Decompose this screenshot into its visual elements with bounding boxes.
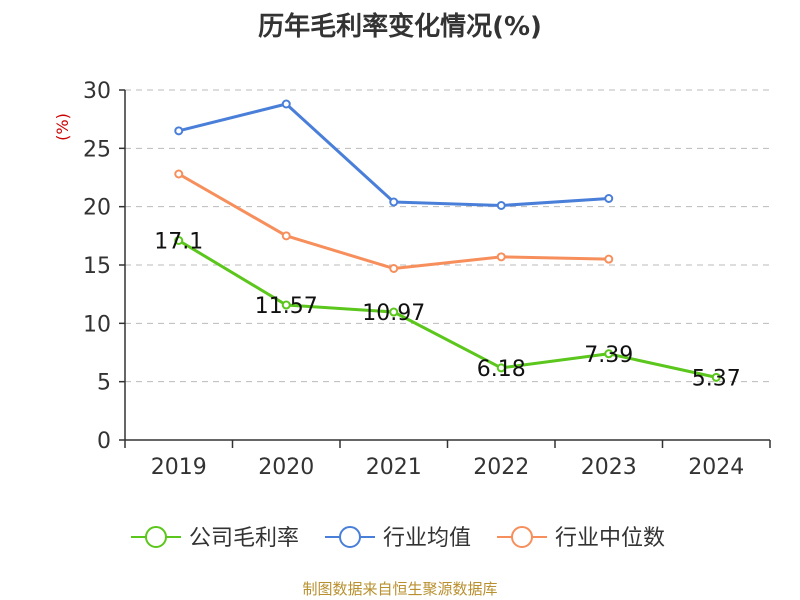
data-point[interactable] (604, 194, 614, 203)
x-tick-label: 2019 (151, 455, 207, 480)
data-point[interactable] (281, 300, 291, 310)
series-line (178, 102, 609, 207)
data-point[interactable] (174, 236, 184, 245)
y-tick-label: 30 (83, 79, 111, 104)
legend-item-3[interactable]: 行业中位数 (497, 526, 665, 551)
legend[interactable]: 公司毛利率 行业均值 行业中位数 (131, 526, 665, 551)
data-label: 7.39 (584, 343, 633, 368)
data-label: 5.37 (692, 366, 741, 391)
data-point[interactable] (496, 201, 506, 210)
x-tick-label: 2024 (688, 455, 744, 480)
x-tick-label: 2023 (581, 455, 637, 480)
legend-marker (145, 526, 167, 548)
legend-label: 行业均值 (383, 526, 471, 551)
y-tick-label: 15 (83, 254, 111, 279)
y-tick-label: 10 (83, 312, 111, 337)
data-point[interactable] (711, 372, 721, 382)
series (174, 99, 721, 382)
data-label: 6.18 (477, 357, 526, 382)
y-tick-label: 20 (83, 196, 111, 221)
legend-label: 公司毛利率 (189, 526, 299, 551)
y-tick-label: 0 (97, 429, 111, 454)
y-tick-label: 5 (97, 371, 111, 396)
data-label: 17.1 (154, 230, 203, 255)
series-1 (174, 236, 721, 382)
legend-marker (339, 526, 361, 548)
x-tick-label: 2021 (366, 455, 422, 480)
data-point[interactable] (281, 231, 291, 241)
chart-title: 历年毛利率变化情况(%) (258, 12, 542, 42)
x-tick-label: 2020 (258, 455, 314, 480)
data-point[interactable] (389, 264, 399, 273)
y-tick-label: 25 (83, 137, 111, 162)
source-note: 制图数据来自恒生聚源数据库 (302, 580, 498, 598)
data-point[interactable] (496, 363, 506, 373)
data-point[interactable] (496, 252, 506, 262)
data-point[interactable] (174, 126, 184, 136)
legend-item-1[interactable]: 公司毛利率 (131, 526, 299, 551)
data-label: 11.57 (255, 294, 318, 319)
data-label: 10.97 (362, 301, 425, 326)
legend-item-2[interactable]: 行业均值 (325, 526, 471, 551)
tick-labels: 0 5 10 15 20 25 30 2019 2020 2021 2022 2023 2024 (83, 79, 771, 480)
legend-marker (511, 526, 533, 548)
x-tick-label: 2022 (473, 455, 529, 480)
series-line (177, 239, 717, 379)
data-labels: 17.1 11.57 10.97 6.18 7.39 5.37 (154, 230, 740, 392)
data-point[interactable] (604, 349, 614, 359)
data-point[interactable] (389, 307, 399, 317)
grid-lines (125, 89, 770, 383)
legend-label: 行业中位数 (555, 526, 665, 551)
series-line (178, 172, 609, 270)
data-point[interactable] (604, 254, 614, 264)
series-2 (174, 99, 614, 210)
data-point[interactable] (389, 197, 399, 207)
data-point[interactable] (174, 169, 184, 179)
y-axis-unit-label: (%) (53, 113, 72, 141)
series-3 (174, 169, 614, 273)
data-point[interactable] (281, 99, 291, 109)
